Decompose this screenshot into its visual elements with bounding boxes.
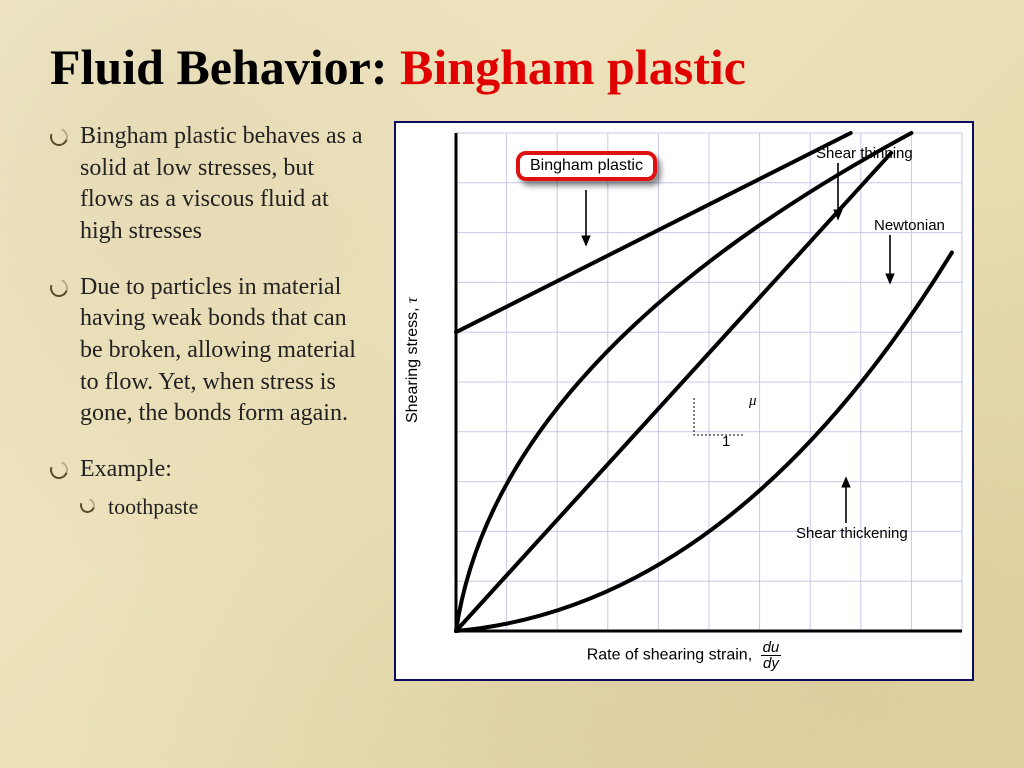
title-part-1: Fluid Behavior: (50, 39, 388, 95)
label-one: 1 (722, 433, 730, 450)
label-mu: μ (749, 393, 757, 410)
bullet-list: Bingham plastic behaves as a solid at lo… (50, 121, 372, 681)
dudy-fraction: du dy (761, 640, 782, 671)
label-newtonian: Newtonian (874, 217, 945, 234)
x-axis-label: Rate of shearing strain, du dy (396, 640, 972, 671)
bingham-callout: Bingham plastic (516, 151, 657, 181)
label-shear-thickening: Shear thickening (796, 525, 908, 542)
bullet-3: Example: toothpaste (50, 454, 372, 521)
bullet-3-text: Example: (80, 456, 172, 482)
slide-title: Fluid Behavior: Bingham plastic (50, 40, 974, 95)
sub-bullet-1: toothpaste (80, 492, 372, 521)
label-shear-thinning: Shear thinning (816, 145, 913, 162)
bullet-1: Bingham plastic behaves as a solid at lo… (50, 121, 372, 248)
bullet-2: Due to particles in material having weak… (50, 272, 372, 430)
chart-svg (396, 123, 976, 683)
sub-bullet-list: toothpaste (80, 492, 372, 521)
title-part-2: Bingham plastic (400, 39, 746, 95)
rheology-chart: Bingham plastic Shearing stress, τ Rate … (394, 121, 974, 681)
y-axis-label: Shearing stress, τ (404, 297, 422, 423)
